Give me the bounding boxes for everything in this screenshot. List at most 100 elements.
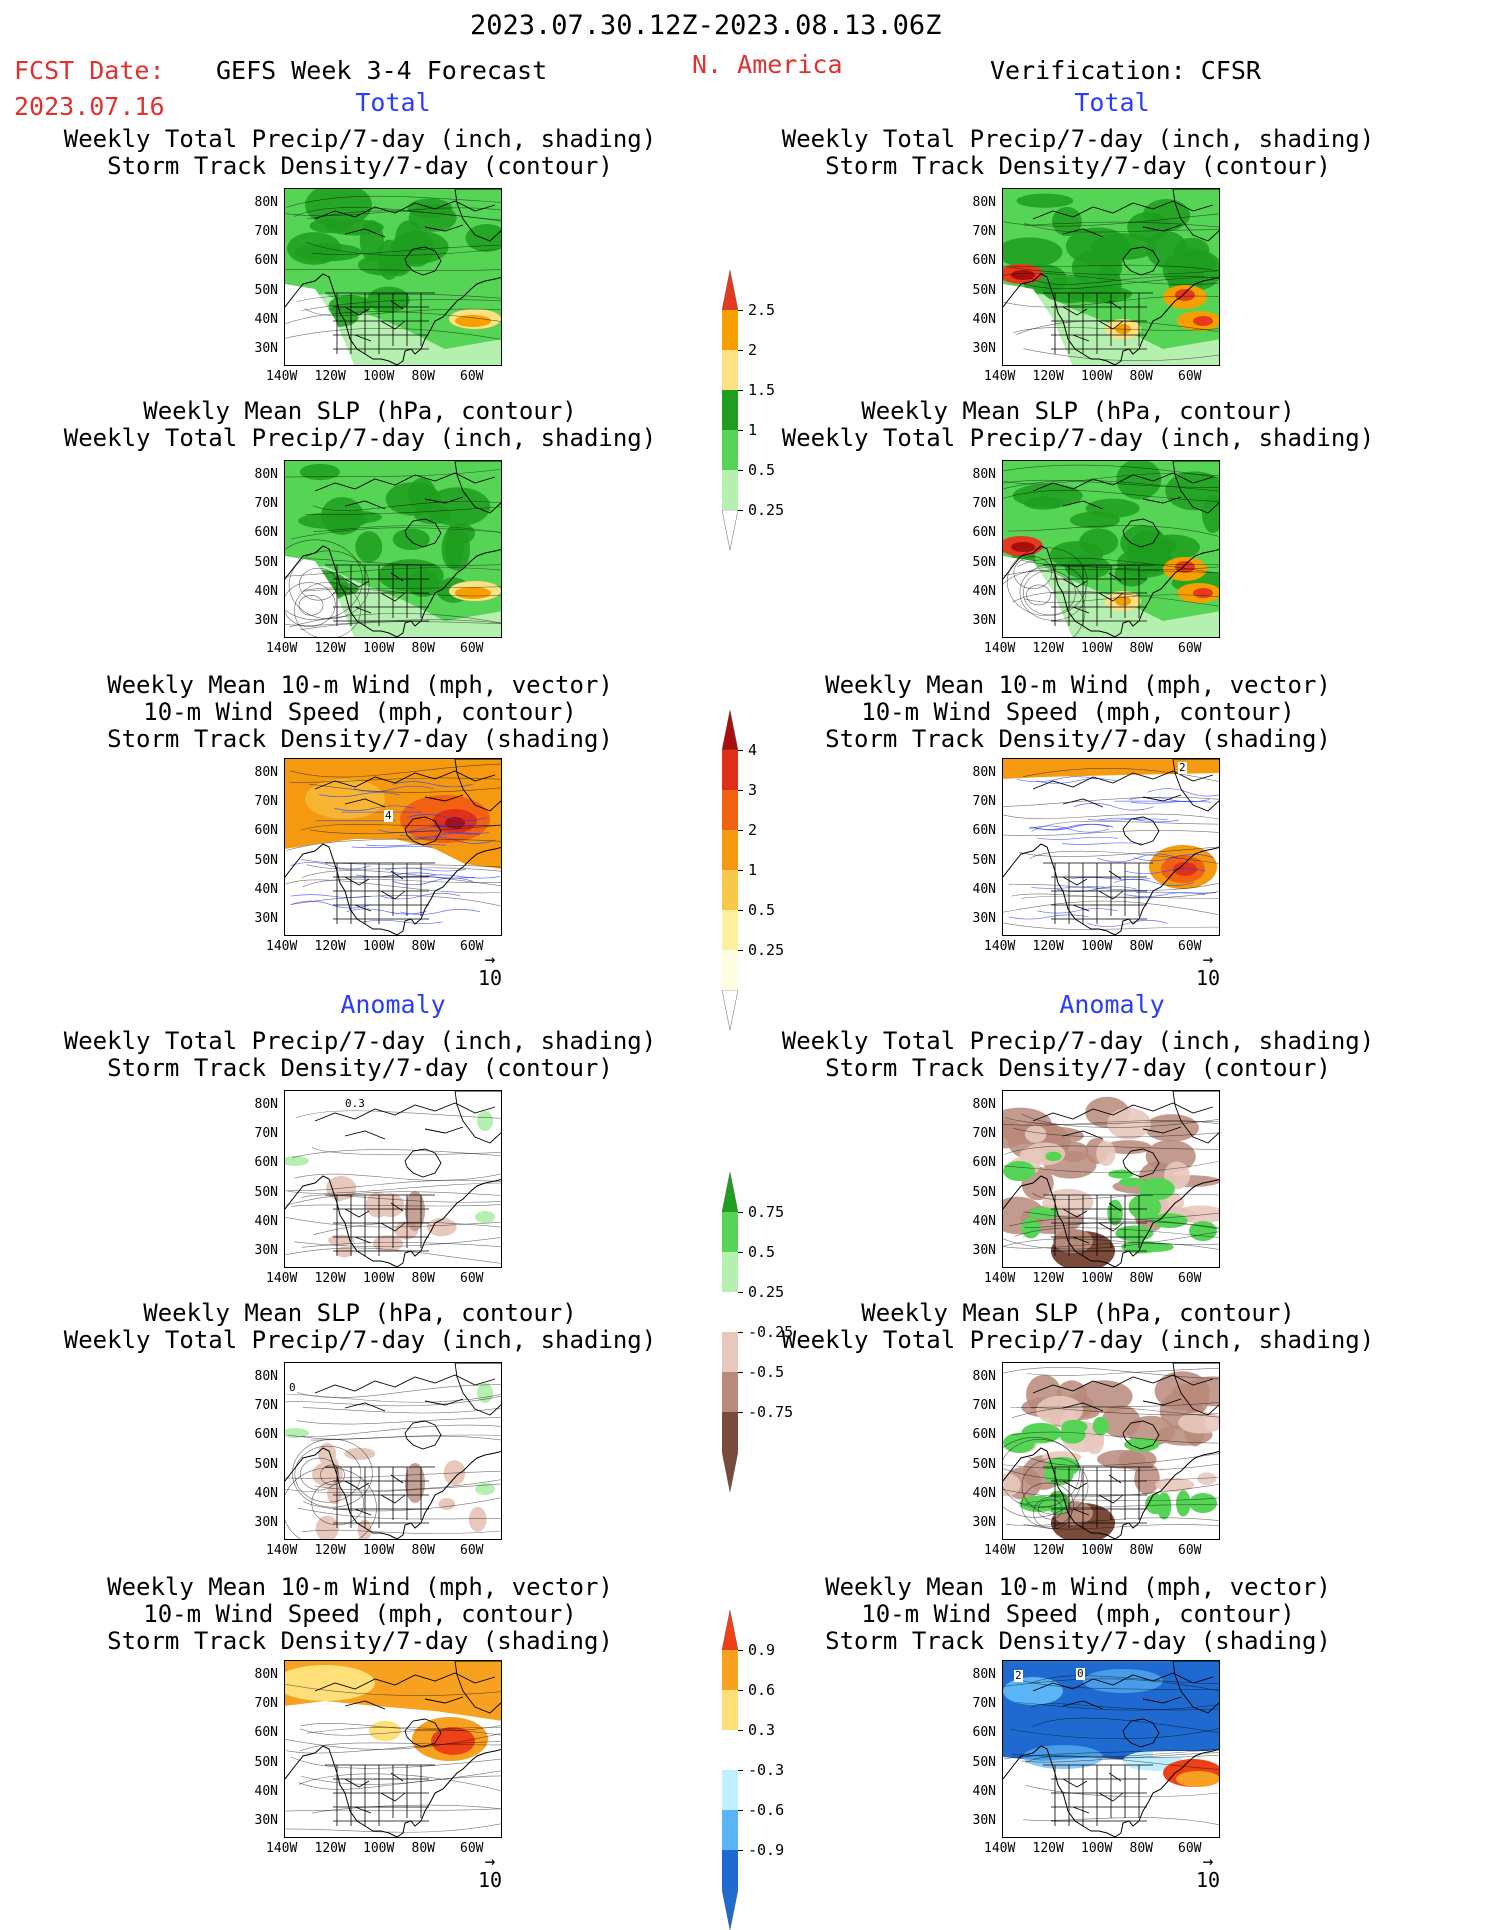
lon-tick-label: 80W [1129,1543,1153,1558]
colorbar-tick [738,1252,743,1253]
colorbar-storm_total: 4 3 2 1 0.5 0.25 [722,710,812,1030]
lat-tick-label: 40N [254,1485,278,1501]
lat-tick-label: 60N [972,253,996,269]
lat-tick-label: 70N [972,794,996,810]
lat-tick-label: 30N [254,1813,278,1828]
colorbar-label: 0.25 [748,1283,785,1301]
lon-tick-label: 100W [1081,369,1113,384]
lat-tick-label: 30N [972,1243,996,1258]
colorbar-label: 2 [748,341,758,359]
panel-title-line: Weekly Total Precip/7-day (inch, shading… [781,424,1375,452]
colorbar-segment [722,790,738,830]
panel-title-line: Weekly Mean 10-m Wind (mph, vector) [825,1573,1331,1601]
lon-tick-label: 60W [460,939,484,954]
map-right-5 [1002,1362,1220,1540]
lon-tick-label: 140W [984,1841,1016,1856]
lat-tick-label: 60N [254,525,278,541]
lon-tick-label: 120W [1032,939,1064,954]
colorbar-tick [738,470,743,471]
colorbar-segment [722,1770,738,1810]
lat-tick-label: 50N [254,554,278,570]
colorbar-tick [738,350,743,351]
lat-tick-label: 60N [254,1427,278,1443]
colorbar-label: 1 [748,861,758,879]
colorbar-segment [722,1650,738,1690]
vector-reference: → 10 [1188,951,1228,991]
colorbar-tick [738,1770,743,1771]
colorbar-bottom-triangle [722,1452,738,1492]
lon-tick-label: 100W [363,641,395,656]
colorbar-tick [738,430,743,431]
lat-tick-label: 50N [972,554,996,570]
lat-tick-label: 50N [972,1456,996,1472]
lon-tick-label: 60W [1178,1841,1202,1856]
colorbar-segment [722,1810,738,1850]
lon-tick-label: 140W [266,641,298,656]
lat-tick-label: 60N [972,1155,996,1171]
colorbar-segment [722,830,738,870]
colorbar-segment [722,870,738,910]
lat-tick-label: 40N [972,1213,996,1229]
panel-title-line: Storm Track Density/7-day (shading) [825,725,1331,753]
lon-tick-label: 100W [363,939,395,954]
vector-arrow-icon: → [484,1851,496,1872]
colorbar-tick [738,510,743,511]
colorbar-segment [722,390,738,430]
lat-tick-label: 40N [254,1783,278,1799]
lat-tick-label: 30N [972,1515,996,1530]
panel-title-line: Weekly Mean SLP (hPa, contour) [861,1299,1295,1327]
panel-title-line: Storm Track Density/7-day (contour) [825,152,1331,180]
lon-tick-label: 120W [314,939,346,954]
lon-tick-label: 100W [363,369,395,384]
fcst-date: 2023.07.16 [14,92,165,121]
lon-tick-label: 140W [984,939,1016,954]
panel-title-left-2: Weekly Mean SLP (hPa, contour) Weekly Tot… [0,398,720,452]
panel-title-line: Storm Track Density/7-day (shading) [107,1627,613,1655]
lon-tick-label: 140W [266,369,298,384]
panel-title-right-4: Weekly Total Precip/7-day (inch, shading… [718,1028,1438,1082]
vector-reference-value: 10 [477,966,503,990]
lat-tick-label: 70N [972,1126,996,1142]
colorbar-label: 2 [748,821,758,839]
panel-title-line: 10-m Wind Speed (mph, contour) [143,1600,577,1628]
lon-tick-label: 140W [266,1271,298,1286]
colorbar-segment [722,750,738,790]
lon-tick-label: 80W [1129,641,1153,656]
lon-tick-label: 100W [1081,641,1113,656]
panel-title-line: Weekly Total Precip/7-day (inch, shading… [781,125,1375,153]
lat-tick-label: 30N [254,613,278,628]
model-title: GEFS Week 3-4 Forecast [216,56,548,85]
verification-title: Verification: CFSR [990,56,1261,85]
map-right-1 [1002,188,1220,366]
colorbar-tick [738,910,743,911]
colorbar-segment [722,430,738,470]
lon-tick-label: 120W [314,1543,346,1558]
map-right-3 [1002,758,1220,936]
lon-tick-label: 120W [314,1841,346,1856]
colorbar-segment [722,310,738,350]
lat-tick-label: 70N [254,496,278,512]
colorbar-segment [722,1850,738,1890]
vector-reference-value: 10 [1195,966,1221,990]
lat-tick-label: 40N [972,311,996,327]
lon-tick-label: 100W [363,1543,395,1558]
lon-tick-label: 80W [411,1841,435,1856]
colorbar-segment [722,950,738,990]
panel-title-line: Storm Track Density/7-day (contour) [825,1054,1331,1082]
colorbar-label: 0.75 [748,1203,785,1221]
lat-tick-label: 60N [972,823,996,839]
lat-tick-label: 50N [972,852,996,868]
region-title: N. America [692,50,843,79]
colorbar-label: 1.5 [748,381,776,399]
colorbar-precip_anom: 0.75 0.5 0.25 -0.25 -0.5 -0.75 [722,1172,812,1492]
lat-tick-label: 70N [254,1696,278,1712]
colorbar-label: -0.9 [748,1841,785,1859]
lat-tick-label: 70N [254,1398,278,1414]
lon-tick-label: 120W [1032,641,1064,656]
lon-tick-label: 100W [363,1841,395,1856]
map-right-4 [1002,1090,1220,1268]
panel-title-right-2: Weekly Mean SLP (hPa, contour) Weekly Tot… [718,398,1438,452]
panel-title-left-1: Weekly Total Precip/7-day (inch, shading… [0,126,720,180]
panel-title-line: Weekly Total Precip/7-day (inch, shading… [781,1027,1375,1055]
lat-tick-label: 30N [254,1515,278,1530]
